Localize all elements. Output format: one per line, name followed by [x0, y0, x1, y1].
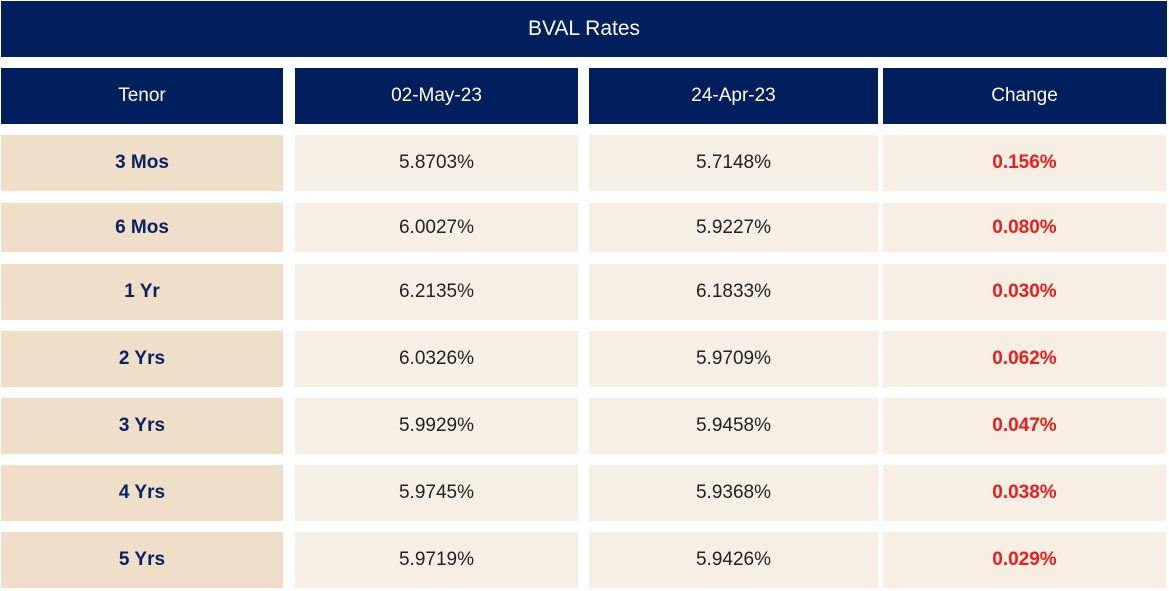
change-cell: 0.030% [883, 264, 1166, 320]
tenor-cell: 2 Yrs [1, 331, 283, 387]
header-date-current: 02-May-23 [295, 68, 578, 124]
previous-rate-cell: 6.1833% [589, 264, 878, 320]
header-date-previous: 24-Apr-23 [589, 68, 878, 124]
table-title: BVAL Rates [1, 1, 1167, 57]
previous-rate-cell: 5.9458% [589, 398, 878, 454]
tenor-cell: 1 Yr [1, 264, 283, 320]
current-rate-cell: 5.8703% [295, 135, 578, 191]
tenor-cell: 3 Mos [1, 135, 283, 191]
previous-rate-cell: 5.9709% [589, 331, 878, 387]
previous-rate-cell: 5.9227% [589, 203, 878, 252]
tenor-cell: 6 Mos [1, 203, 283, 252]
current-rate-cell: 5.9929% [295, 398, 578, 454]
current-rate-cell: 5.9745% [295, 465, 578, 521]
change-cell: 0.156% [883, 135, 1166, 191]
change-cell: 0.038% [883, 465, 1166, 521]
change-cell: 0.029% [883, 532, 1166, 588]
current-rate-cell: 6.2135% [295, 264, 578, 320]
current-rate-cell: 6.0326% [295, 331, 578, 387]
previous-rate-cell: 5.9426% [589, 532, 878, 588]
current-rate-cell: 6.0027% [295, 203, 578, 252]
change-cell: 0.047% [883, 398, 1166, 454]
change-cell: 0.062% [883, 331, 1166, 387]
tenor-cell: 3 Yrs [1, 398, 283, 454]
previous-rate-cell: 5.9368% [589, 465, 878, 521]
current-rate-cell: 5.9719% [295, 532, 578, 588]
header-tenor: Tenor [1, 68, 283, 124]
change-cell: 0.080% [883, 203, 1166, 252]
tenor-cell: 4 Yrs [1, 465, 283, 521]
previous-rate-cell: 5.7148% [589, 135, 878, 191]
tenor-cell: 5 Yrs [1, 532, 283, 588]
header-change: Change [883, 68, 1166, 124]
